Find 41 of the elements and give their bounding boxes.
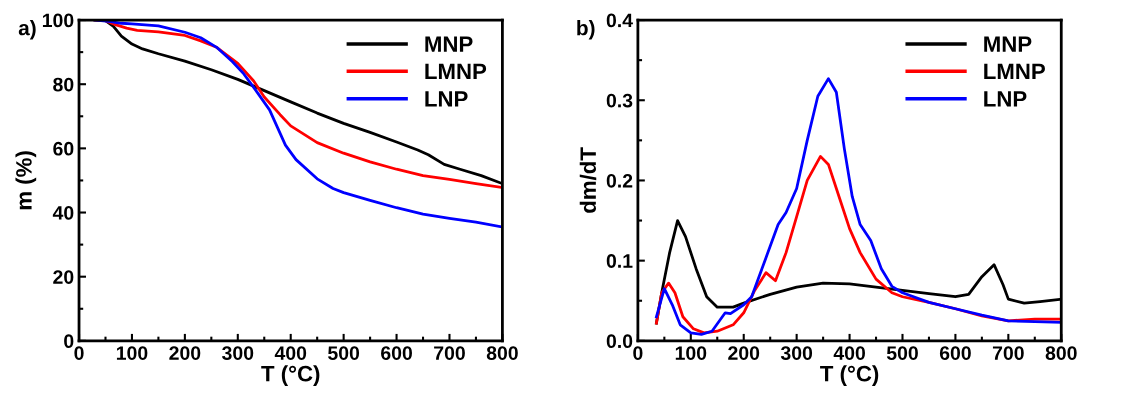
x-tick-label: 500 [886, 346, 918, 360]
x-tick-label: 200 [728, 346, 760, 360]
x-tick-label: 800 [486, 346, 518, 360]
x-tick-label: 300 [780, 346, 813, 361]
x-tick-label: 200 [169, 346, 201, 360]
legend-label: LNP [425, 91, 468, 107]
y-axis-title: dm/dT [579, 147, 597, 213]
x-tick-label: 400 [833, 346, 865, 360]
x-tick-label: 300 [222, 346, 254, 361]
y-tick-label: 0.3 [606, 93, 633, 108]
x-tick-label: 0 [633, 346, 643, 360]
legend-label: MNP [425, 36, 473, 52]
x-tick-label: 600 [381, 346, 412, 360]
y-tick-label: 0.2 [606, 173, 633, 188]
x-tick-label: 700 [992, 346, 1024, 360]
y-tick-label: 100 [42, 13, 74, 28]
x-tick-label: 800 [1045, 346, 1077, 360]
x-tick-label: 700 [434, 346, 465, 360]
x-tick-label: 0 [74, 346, 84, 360]
x-tick-label: 500 [328, 346, 360, 360]
legend-label: LMNP [425, 63, 487, 80]
y-tick-label: 0.1 [606, 254, 633, 268]
y-tick-label: 0 [64, 334, 74, 349]
y-tick-label: 60 [53, 141, 74, 156]
chart-title: b) [577, 20, 595, 40]
y-tick-label: 20 [53, 270, 74, 284]
legend-label: LNP [984, 91, 1027, 107]
x-tick-label: 400 [274, 346, 307, 360]
x-tick-label: 100 [675, 346, 707, 360]
x-axis-title: T (°C) [261, 365, 320, 386]
x-tick-label: 600 [939, 346, 971, 360]
x-axis-title: T (°C) [820, 365, 879, 386]
y-tick-label: 0.4 [606, 13, 633, 28]
legend-label: MNP [984, 36, 1032, 52]
y-tick-label: 40 [52, 206, 74, 220]
y-tick-label: 0.0 [606, 334, 633, 349]
y-tick-label: 80 [53, 77, 74, 92]
y-axis-title: m (%) [15, 151, 37, 210]
x-tick-label: 100 [116, 346, 148, 360]
chart-title: a) [18, 20, 36, 40]
legend-label: LMNP [984, 63, 1045, 80]
